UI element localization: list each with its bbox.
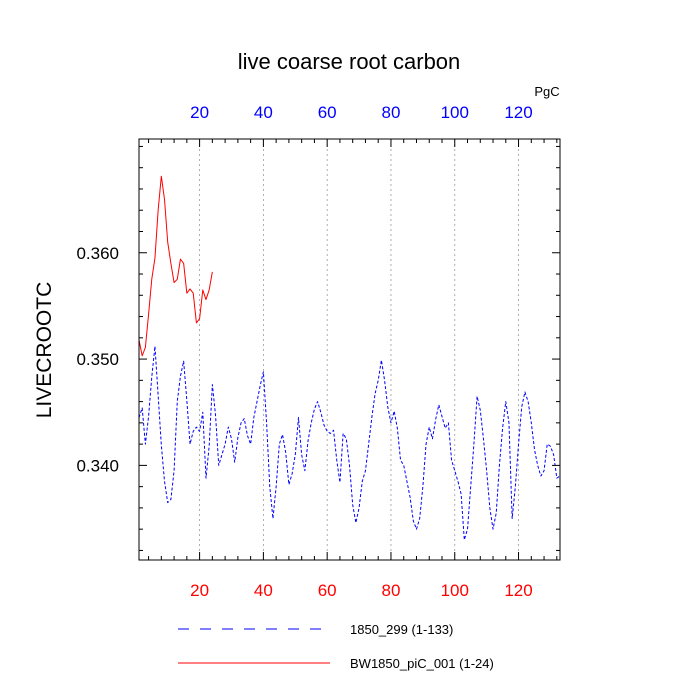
y-tick-label: 0.340 xyxy=(76,456,119,475)
grid-lines xyxy=(199,139,519,560)
x-tick-label-top: 40 xyxy=(254,103,273,122)
legend: 1850_299 (1-133) BW1850_piC_001 (1-24) xyxy=(178,622,494,671)
legend-label-2: BW1850_piC_001 (1-24) xyxy=(350,656,494,671)
x-tick-label-bottom: 60 xyxy=(318,581,337,600)
tick-labels: 20 20 40 40 60 60 80 80 100 100 120 120 0.340 0.350 0.… xyxy=(76,103,532,600)
x-tick-label-bottom: 100 xyxy=(441,581,469,600)
series-line-2 xyxy=(138,175,213,357)
series-lines xyxy=(138,175,561,541)
y-tick-label: 0.360 xyxy=(76,244,119,263)
series-line-1 xyxy=(138,345,561,541)
axis-ticks xyxy=(139,139,560,560)
x-tick-label-bottom: 20 xyxy=(190,581,209,600)
chart-title: live coarse root carbon xyxy=(238,49,461,74)
units-label: PgC xyxy=(534,84,559,99)
y-axis-label: LIVECROOTC xyxy=(33,282,56,419)
x-tick-label-bottom: 80 xyxy=(382,581,401,600)
x-tick-label-bottom: 120 xyxy=(504,581,532,600)
y-tick-label: 0.350 xyxy=(76,350,119,369)
legend-label-1: 1850_299 (1-133) xyxy=(350,622,453,637)
x-tick-label-top: 100 xyxy=(441,103,469,122)
plot-frame xyxy=(138,138,561,561)
x-tick-label-top: 120 xyxy=(504,103,532,122)
x-tick-label-top: 20 xyxy=(190,103,209,122)
x-tick-label-bottom: 40 xyxy=(254,581,273,600)
x-tick-label-top: 80 xyxy=(382,103,401,122)
x-tick-label-top: 60 xyxy=(318,103,337,122)
